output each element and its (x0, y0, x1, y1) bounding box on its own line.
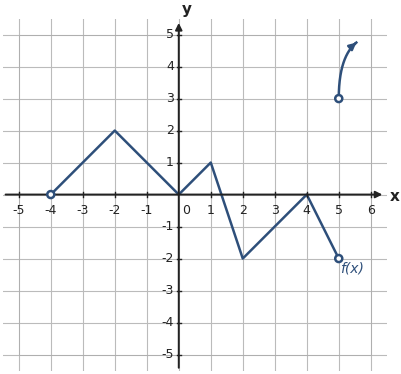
Text: 4: 4 (302, 203, 310, 217)
Text: -4: -4 (161, 316, 174, 329)
Text: -3: -3 (77, 203, 89, 217)
Text: -2: -2 (108, 203, 121, 217)
Text: -2: -2 (161, 252, 174, 265)
Circle shape (47, 191, 54, 198)
Circle shape (334, 255, 341, 262)
Text: -1: -1 (161, 220, 174, 233)
Text: x: x (389, 188, 399, 204)
Text: 1: 1 (206, 203, 214, 217)
Text: 2: 2 (166, 124, 174, 137)
Text: 0: 0 (182, 203, 190, 217)
Text: -4: -4 (45, 203, 57, 217)
Text: y: y (182, 2, 192, 17)
Text: 5: 5 (334, 203, 342, 217)
Text: 5: 5 (166, 28, 174, 41)
Text: -1: -1 (140, 203, 152, 217)
Text: 2: 2 (238, 203, 246, 217)
Text: 4: 4 (166, 60, 174, 73)
Text: -5: -5 (12, 203, 25, 217)
Text: -5: -5 (161, 348, 174, 361)
Text: 1: 1 (166, 156, 174, 169)
Text: 3: 3 (166, 92, 174, 105)
Circle shape (334, 95, 341, 102)
Text: 6: 6 (366, 203, 374, 217)
Text: 3: 3 (270, 203, 278, 217)
Text: -3: -3 (161, 284, 174, 297)
Text: f(x): f(x) (340, 262, 363, 276)
